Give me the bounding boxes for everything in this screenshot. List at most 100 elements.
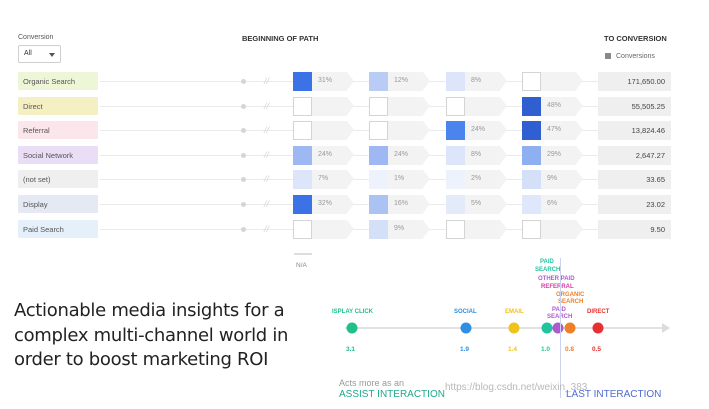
table-row[interactable]: Social Network // 24% 24% 8% 29% 2,647.27 bbox=[0, 145, 709, 167]
conversion-value: 13,824.46 bbox=[598, 121, 671, 141]
timeline-point-other-paid bbox=[552, 322, 564, 334]
path-step-percent: 6% bbox=[541, 195, 583, 214]
timeline-label-display: ISPLAY CLICK bbox=[332, 309, 374, 315]
timeline-point-organic bbox=[564, 322, 576, 334]
last-interaction-label: LAST INTERACTION bbox=[566, 389, 662, 400]
assist-caption: Acts more as an bbox=[339, 378, 405, 388]
channel-label: Paid Search bbox=[18, 219, 98, 238]
conversions-column-label: Conversions bbox=[616, 53, 655, 60]
path-step-square bbox=[293, 145, 312, 165]
path-break-icon: // bbox=[264, 223, 270, 234]
path-break-icon: // bbox=[264, 199, 270, 209]
timeline-label-direct: DIRECT bbox=[587, 309, 610, 315]
timeline-value-organic: 0.8 bbox=[565, 346, 574, 353]
row-path-line bbox=[100, 81, 615, 82]
tagline-line-3: order to boost marketing ROI bbox=[14, 349, 269, 370]
channel-label: Display bbox=[18, 195, 98, 213]
timeline-label-referral: REFERRAL bbox=[541, 284, 574, 290]
path-step-square bbox=[446, 170, 465, 190]
conversion-value: 55,505.25 bbox=[598, 96, 671, 116]
path-step-square bbox=[293, 121, 312, 141]
timeline-label-email: EMAIL bbox=[505, 309, 524, 315]
row-path-line bbox=[100, 228, 615, 230]
table-row[interactable]: Display // 32% 16% 5% 6% 23.02 bbox=[0, 194, 709, 216]
path-step-percent bbox=[312, 96, 354, 116]
path-step-percent: 8% bbox=[465, 72, 507, 91]
path-step-square bbox=[369, 170, 388, 190]
path-step-square bbox=[293, 195, 312, 214]
timeline-value-email: 1.4 bbox=[508, 346, 517, 353]
path-step-square bbox=[522, 219, 541, 239]
table-row[interactable]: (not set) // 7% 1% 2% 9% 33.65 bbox=[0, 169, 709, 191]
timeline-point-social bbox=[460, 322, 472, 334]
path-step-percent bbox=[465, 219, 507, 239]
watermark: https://blog.csdn.net/weixin_383 bbox=[445, 382, 588, 393]
row-path-line bbox=[100, 105, 615, 107]
conversion-filter-select[interactable]: All bbox=[18, 45, 61, 63]
conversion-value: 9.50 bbox=[598, 219, 671, 239]
path-step-percent: 24% bbox=[312, 145, 354, 165]
timeline-value-social: 1.9 bbox=[460, 346, 469, 353]
path-step-percent: 48% bbox=[541, 96, 583, 116]
beginning-of-path-label: BEGINNING OF PATH bbox=[242, 34, 319, 43]
path-step-percent: 16% bbox=[388, 195, 430, 214]
table-row[interactable]: Referral // 24% 47% 13,824.46 bbox=[0, 120, 709, 142]
table-row[interactable]: Direct // 48% 55,505.25 bbox=[0, 96, 709, 118]
path-step-percent: 7% bbox=[312, 170, 354, 190]
path-step-percent bbox=[388, 121, 430, 141]
row-path-line bbox=[100, 179, 615, 181]
channel-label: Social Network bbox=[18, 145, 98, 164]
path-step-square bbox=[369, 96, 388, 116]
path-step-square bbox=[293, 96, 312, 116]
timeline-point-paid-search bbox=[541, 322, 553, 334]
path-step-percent: 9% bbox=[388, 219, 430, 239]
path-start-dot-icon bbox=[241, 177, 246, 183]
table-row[interactable]: Paid Search // 9% 9.50 bbox=[0, 219, 709, 241]
channel-label: Direct bbox=[18, 96, 98, 115]
table-row[interactable]: Organic Search // 31% 12% 8% 171,650.00 bbox=[0, 71, 709, 93]
path-step-percent bbox=[312, 219, 354, 239]
conversion-value: 33.65 bbox=[598, 170, 671, 190]
timeline-point-direct bbox=[592, 322, 604, 334]
path-step-percent bbox=[388, 96, 430, 116]
path-step-percent: 12% bbox=[388, 72, 430, 91]
path-step-square bbox=[369, 145, 388, 165]
path-step-square bbox=[522, 121, 541, 141]
path-start-dot-icon bbox=[241, 226, 246, 232]
path-start-dot-icon bbox=[241, 202, 246, 207]
path-step-percent: 47% bbox=[541, 121, 583, 141]
timeline-label-paid-search-top-1: PAID bbox=[540, 259, 555, 265]
path-step-square bbox=[446, 121, 465, 141]
path-start-dot-icon bbox=[241, 79, 246, 84]
timeline-label-social: SOCIAL bbox=[454, 309, 477, 315]
path-step-square bbox=[369, 72, 388, 91]
timeline-arrow-icon bbox=[662, 323, 670, 333]
channel-label: Referral bbox=[18, 121, 98, 140]
channel-label: (not set) bbox=[18, 170, 98, 189]
path-break-icon: // bbox=[264, 100, 270, 111]
na-indicator bbox=[294, 253, 312, 255]
timeline-label-other-paid: OTHER PAID bbox=[538, 276, 575, 282]
path-step-square bbox=[522, 96, 541, 116]
timeline-label-paid-2-2: SEARCH bbox=[547, 314, 572, 320]
conversions-column-header: Conversions bbox=[605, 53, 655, 60]
path-start-dot-icon bbox=[241, 128, 246, 134]
chevron-down-icon bbox=[49, 53, 55, 57]
tagline-line-2: complex multi-channel world in bbox=[14, 324, 289, 346]
path-break-icon: // bbox=[264, 76, 270, 86]
timeline-point-email bbox=[508, 322, 520, 334]
path-step-square bbox=[446, 145, 465, 165]
to-conversion-label: TO CONVERSION bbox=[604, 34, 667, 43]
path-step-percent: 1% bbox=[388, 170, 430, 190]
row-path-line bbox=[100, 204, 615, 205]
path-step-square bbox=[446, 195, 465, 214]
path-step-square bbox=[293, 72, 312, 91]
row-path-line bbox=[100, 130, 615, 132]
flag-icon bbox=[605, 53, 611, 59]
tagline-line-1: Actionable media insights for a bbox=[14, 300, 285, 321]
path-step-square bbox=[369, 219, 388, 239]
timeline-value-direct: 0.5 bbox=[592, 346, 601, 353]
path-step-square bbox=[369, 121, 388, 141]
path-start-dot-icon bbox=[241, 103, 246, 109]
